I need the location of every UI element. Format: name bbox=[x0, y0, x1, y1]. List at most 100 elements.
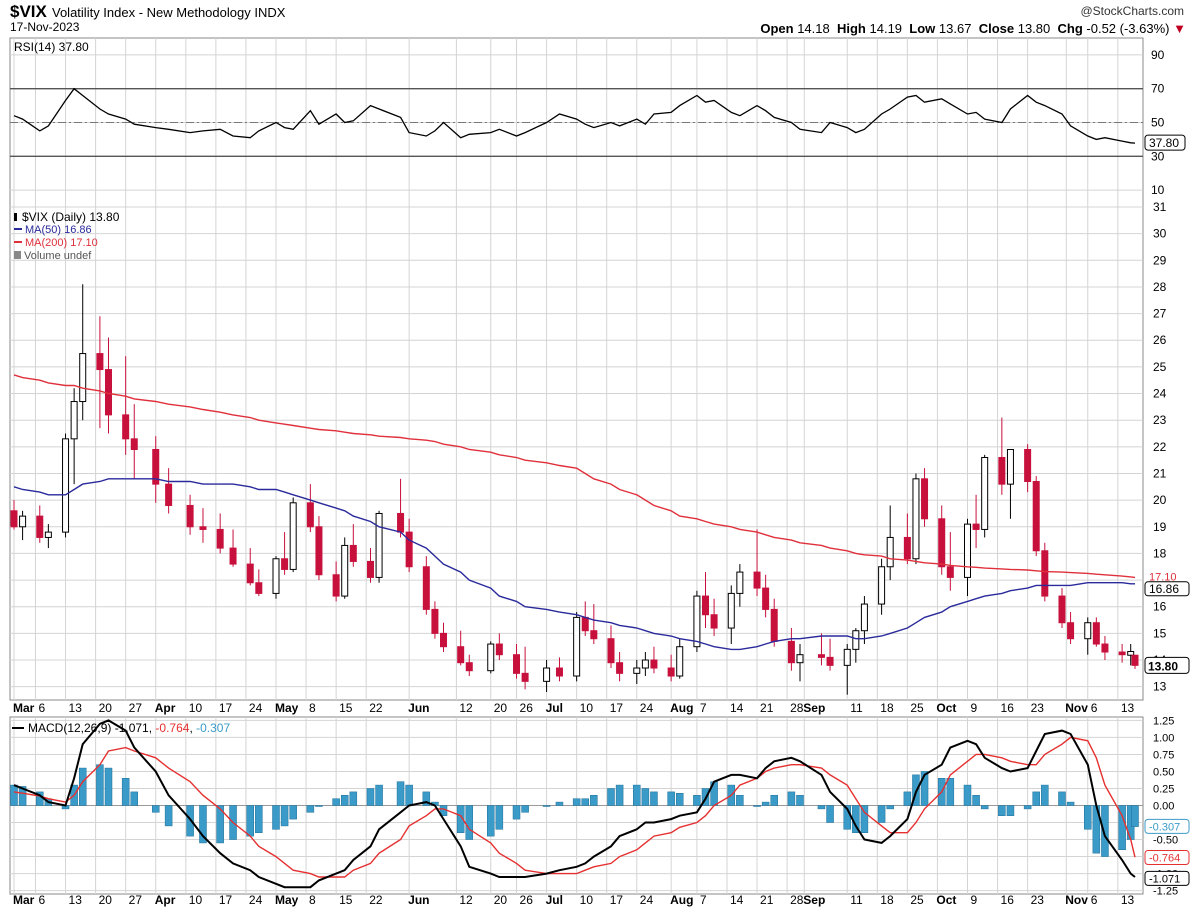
macd-histogram-bar bbox=[963, 784, 972, 806]
candle-body bbox=[375, 512, 383, 578]
candle bbox=[366, 548, 374, 583]
macd-histogram-bar bbox=[255, 805, 263, 833]
candle-body bbox=[397, 512, 405, 533]
candle-body bbox=[796, 654, 804, 664]
price-tick-label: 30 bbox=[1153, 227, 1167, 241]
candle bbox=[272, 556, 280, 599]
candle bbox=[1024, 444, 1032, 493]
candle bbox=[1131, 654, 1139, 669]
candle-body bbox=[62, 438, 70, 533]
ma200-line bbox=[13, 374, 1136, 579]
candle-body bbox=[152, 449, 160, 485]
macd-histogram-bar bbox=[495, 805, 504, 830]
candle-body bbox=[495, 643, 503, 656]
x-axis-label-bottom: 13 bbox=[1121, 893, 1135, 907]
macd-histogram-bar bbox=[1131, 805, 1139, 827]
x-axis-label: 20 bbox=[99, 701, 113, 715]
macd-histogram-bar bbox=[860, 805, 869, 833]
macd-histogram-bar bbox=[787, 791, 796, 806]
candle bbox=[641, 652, 649, 677]
candle-body bbox=[693, 595, 701, 648]
candle bbox=[963, 518, 971, 597]
candle bbox=[19, 510, 27, 541]
candle-body bbox=[1032, 480, 1040, 552]
macd-histogram-bar bbox=[826, 805, 834, 823]
x-axis-label-bottom: 16 bbox=[1001, 893, 1015, 907]
macd-histogram-bar bbox=[186, 805, 194, 837]
x-axis-label: 28 bbox=[790, 701, 804, 715]
candle bbox=[375, 510, 383, 583]
rsi-tick-label: 70 bbox=[1151, 82, 1165, 96]
macd-histogram-bar bbox=[151, 805, 160, 813]
macd-histogram-bar bbox=[405, 784, 413, 806]
x-axis-label: 12 bbox=[459, 701, 473, 715]
x-axis-label-bottom: Oct bbox=[936, 893, 956, 907]
candle-body bbox=[422, 566, 430, 610]
symbol: $VIX bbox=[10, 2, 47, 21]
macd-histogram-bar bbox=[998, 805, 1006, 816]
candle bbox=[573, 612, 581, 682]
macd-histogram-bar bbox=[877, 805, 886, 823]
candle-body bbox=[573, 616, 581, 677]
macd-histogram-bar bbox=[972, 795, 980, 806]
candle-body bbox=[787, 640, 795, 664]
x-axis-label-bottom: Nov bbox=[1065, 893, 1088, 907]
candle-body bbox=[332, 574, 340, 597]
candle bbox=[341, 537, 349, 599]
candle bbox=[710, 598, 718, 637]
x-axis-label: Jun bbox=[408, 701, 429, 715]
candle-body bbox=[981, 456, 989, 530]
candle-body bbox=[1006, 449, 1014, 485]
macd-histogram-bar bbox=[332, 798, 340, 806]
candle bbox=[1127, 644, 1135, 666]
macd-histogram-bar bbox=[607, 788, 615, 806]
candle-body bbox=[963, 523, 971, 578]
x-axis-label-bottom: 25 bbox=[910, 893, 924, 907]
candle bbox=[10, 500, 18, 530]
candle-body bbox=[366, 560, 374, 578]
candle bbox=[62, 433, 70, 538]
x-axis-label: 8 bbox=[309, 701, 316, 715]
candle-body bbox=[349, 544, 357, 562]
down-triangle-icon: ▼ bbox=[1173, 21, 1186, 36]
macd-histogram-bar bbox=[315, 805, 323, 807]
candle-body bbox=[10, 510, 18, 528]
macd-hist-last-value: -0.307 bbox=[1149, 821, 1180, 833]
candle bbox=[1067, 612, 1075, 645]
candle bbox=[650, 646, 658, 674]
macd-histogram-bar bbox=[903, 791, 912, 806]
x-axis-label: 9 bbox=[970, 701, 977, 715]
price-last-value-box bbox=[1144, 656, 1190, 674]
x-axis-label-bottom: 20 bbox=[494, 893, 508, 907]
candle bbox=[998, 417, 1006, 495]
x-axis-label: 10 bbox=[580, 701, 594, 715]
candle bbox=[332, 561, 340, 602]
x-axis-label: 24 bbox=[249, 701, 263, 715]
x-axis-label: 17 bbox=[610, 701, 624, 715]
macd-histogram-bar bbox=[216, 805, 224, 844]
macd-histogram-bar bbox=[422, 791, 431, 806]
candle bbox=[216, 513, 224, 554]
rsi-tick-label: 90 bbox=[1151, 48, 1165, 62]
x-axis-label-bottom: 26 bbox=[520, 893, 534, 907]
candle bbox=[667, 654, 675, 682]
candle-body bbox=[341, 544, 349, 597]
candle-body bbox=[972, 523, 980, 530]
x-axis-label: 24 bbox=[640, 701, 654, 715]
macd-histogram-bar bbox=[650, 791, 658, 806]
candle bbox=[981, 454, 989, 538]
candle bbox=[186, 494, 194, 535]
macd-histogram-bar bbox=[521, 805, 529, 813]
candle-body bbox=[998, 456, 1006, 485]
ma50-line bbox=[13, 478, 1135, 651]
macd-signal-line bbox=[13, 736, 1136, 878]
macd-legend-part: -0.307 bbox=[196, 721, 230, 735]
macd-histogram-bar bbox=[104, 767, 113, 806]
candle-body bbox=[165, 483, 173, 506]
macd-histogram-bar bbox=[770, 795, 778, 806]
macd-histogram-bar bbox=[633, 784, 641, 806]
price-tick-label: 23 bbox=[1153, 413, 1167, 427]
macd-legend-part: , bbox=[149, 721, 156, 735]
rsi-legend: RSI(14) 37.80 bbox=[14, 40, 89, 54]
